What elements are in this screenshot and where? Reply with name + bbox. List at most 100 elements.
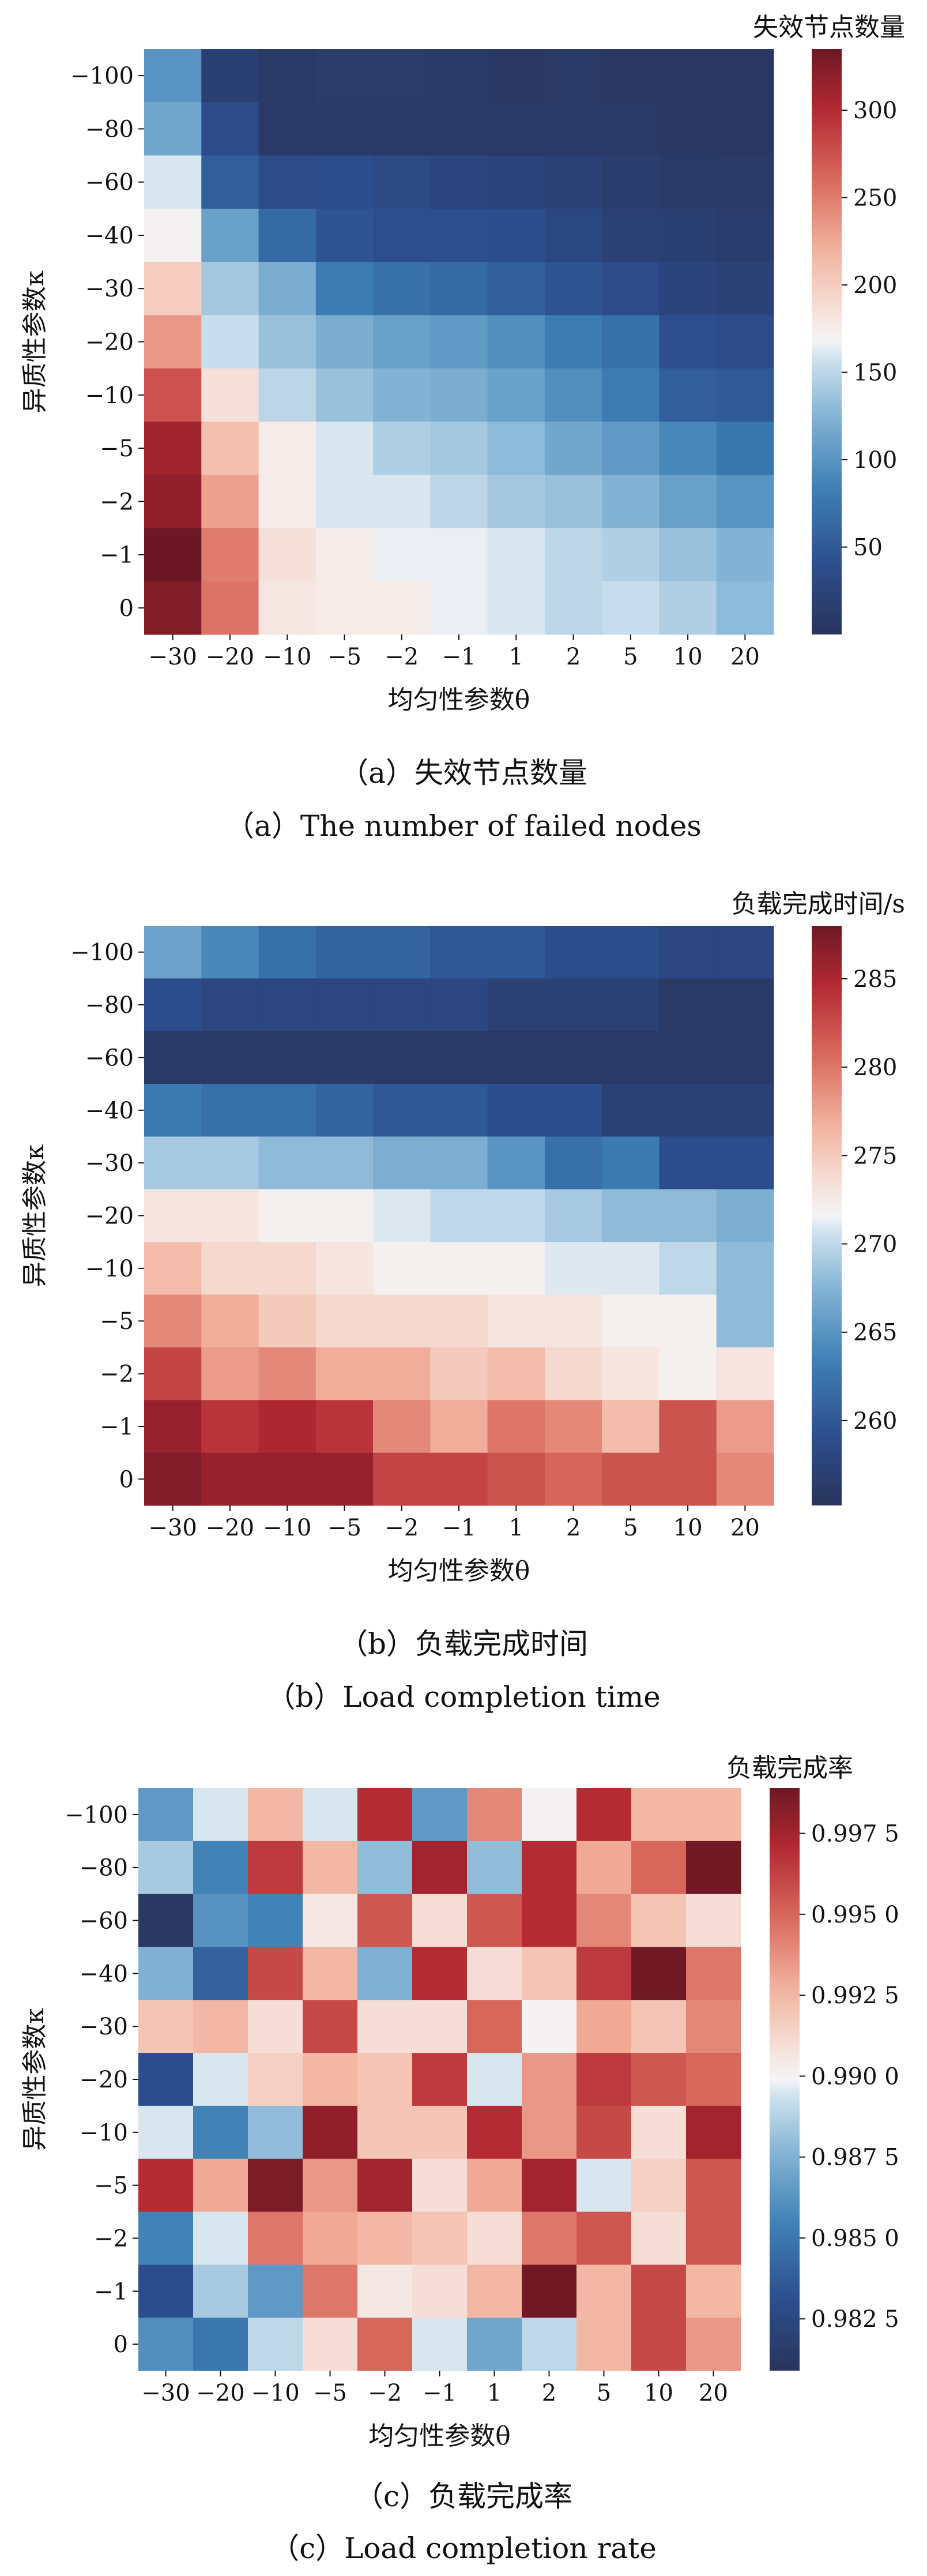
x-tick-label: 20 xyxy=(699,2380,728,2406)
heatmap-cell xyxy=(258,1242,316,1295)
heatmap-cell xyxy=(716,49,774,103)
heatmap-cell xyxy=(412,1894,468,1947)
heatmap-cell xyxy=(258,926,316,979)
heatmap-cell xyxy=(258,1031,316,1084)
heatmap-cell xyxy=(373,208,431,262)
heatmap-cell xyxy=(686,2000,741,2053)
heatmap-cell xyxy=(315,926,374,979)
heatmap-cell xyxy=(686,2318,741,2371)
heatmap-cell xyxy=(659,49,717,103)
heatmap-cell xyxy=(467,2265,522,2318)
heatmap-cell xyxy=(487,926,545,979)
heatmap-cell xyxy=(487,208,545,262)
heatmap-cell xyxy=(144,421,202,475)
heatmap-cell xyxy=(412,2318,468,2371)
heatmap-cell xyxy=(138,1947,194,2000)
heatmap-cell xyxy=(144,208,202,262)
heatmap-cell xyxy=(315,155,374,209)
heatmap-cell xyxy=(144,1189,202,1242)
heatmap-cell xyxy=(303,1841,358,1895)
heatmap-cell xyxy=(659,421,717,475)
heatmap-cell xyxy=(258,155,316,209)
heatmap-cell xyxy=(357,1841,413,1895)
colorbar-tick-label: 285 xyxy=(853,966,897,993)
heatmap-cell xyxy=(487,1400,545,1454)
heatmap-cell xyxy=(430,1031,488,1084)
heatmap-cell xyxy=(201,1031,259,1084)
heatmap-cell xyxy=(201,1347,259,1400)
colorbar-tick-label: 50 xyxy=(853,535,883,561)
heatmap-cell xyxy=(201,1400,259,1454)
heatmap-cell xyxy=(430,1084,488,1137)
x-tick-label: 2 xyxy=(566,644,581,670)
y-tick-label: 0 xyxy=(114,2331,128,2358)
x-tick-label: −1 xyxy=(423,2380,457,2406)
heatmap-cell xyxy=(686,1947,741,2000)
y-tick-label: −10 xyxy=(80,2120,128,2146)
y-tick-label: −20 xyxy=(80,2067,128,2093)
heatmap-cell xyxy=(544,1294,602,1348)
heatmap-cell xyxy=(659,1347,717,1400)
heatmap-cell xyxy=(412,2053,468,2106)
panel-c: −100 −80 −60 −40 −30 −20 −10 −5 −2 −1 0 −30 −20 −10 −5… xyxy=(0,1742,927,2576)
heatmap-cell xyxy=(258,475,316,528)
heatmap-cell xyxy=(144,475,202,528)
heatmap-cell xyxy=(522,1788,577,1842)
heatmap-cell xyxy=(193,1947,248,2000)
x-tick-label: −10 xyxy=(263,644,311,670)
heatmap-cell xyxy=(315,1400,374,1454)
heatmap-cell xyxy=(602,1031,660,1084)
heatmap-cell xyxy=(373,102,431,156)
heatmap-cell xyxy=(144,1347,202,1400)
heatmap-cell xyxy=(487,1294,545,1348)
heatmap-cell xyxy=(522,1894,577,1947)
heatmap-cell xyxy=(357,1894,413,1947)
y-tick-label: −1 xyxy=(100,542,134,569)
heatmap-cell xyxy=(315,581,374,635)
heatmap-cell xyxy=(716,528,774,582)
heatmap-cell xyxy=(412,1947,468,2000)
y-tick-label: −2 xyxy=(94,2225,128,2252)
heatmap-cell xyxy=(631,2105,687,2160)
heatmap-cell xyxy=(303,1788,358,1842)
heatmap-cell xyxy=(686,1788,741,1842)
heatmap-cell xyxy=(602,1136,660,1190)
heatmap-cell xyxy=(258,262,316,316)
caption-a-en: （a）The number of failed nodes xyxy=(225,809,702,843)
heatmap-cell xyxy=(631,2265,687,2318)
caption-b-cn: （b）负载完成时间 xyxy=(338,1627,588,1661)
heatmap-cell xyxy=(716,1400,774,1454)
heatmap-cell xyxy=(430,1400,488,1454)
heatmap-cell xyxy=(544,475,602,528)
heatmap-cell xyxy=(686,2158,741,2213)
heatmap-cell xyxy=(357,2000,413,2053)
heatmap-cell xyxy=(373,315,431,369)
heatmap-cell xyxy=(716,208,774,262)
x-tick-label: 20 xyxy=(730,1515,760,1541)
y-tick-label: −80 xyxy=(85,992,134,1019)
heatmap-cell xyxy=(659,1189,717,1242)
y-tick-label: −20 xyxy=(85,1203,134,1230)
heatmap-cell xyxy=(487,1136,545,1190)
heatmap-a: −100−80−60−40−30−20−10−5−2−10−30 −20 −10 −5… xyxy=(20,13,905,715)
heatmap-cell xyxy=(315,528,374,582)
heatmap-cell xyxy=(144,1136,202,1190)
heatmap-cell xyxy=(138,2000,194,2053)
heatmap-cell xyxy=(602,421,660,475)
colorbar-tick-label: 0.990 0 xyxy=(811,2063,899,2090)
heatmap-cell xyxy=(631,1947,687,2000)
colorbar-title: 失效节点数量 xyxy=(753,13,905,42)
heatmap-cell xyxy=(357,2265,413,2318)
heatmap-cell xyxy=(467,1841,522,1895)
heatmap-cell xyxy=(659,978,717,1032)
heatmap-cell xyxy=(315,368,374,422)
y-tick-label: −30 xyxy=(85,1150,134,1177)
heatmap-cell xyxy=(193,2265,248,2318)
heatmap-cell xyxy=(522,2158,577,2213)
colorbar-title: 负载完成率 xyxy=(726,1753,853,1783)
heatmap-cell xyxy=(602,581,660,635)
heatmap-cell xyxy=(315,475,374,528)
heatmap-cell xyxy=(138,1894,194,1947)
heatmap-cell xyxy=(487,978,545,1032)
heatmap-cell xyxy=(602,1084,660,1137)
